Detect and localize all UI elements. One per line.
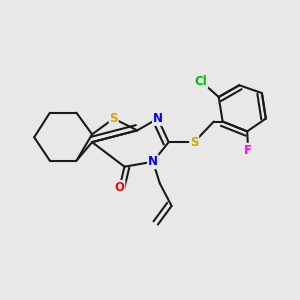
Text: N: N xyxy=(148,155,158,168)
Text: Cl: Cl xyxy=(195,75,207,88)
Text: O: O xyxy=(115,181,124,194)
Text: F: F xyxy=(244,143,252,157)
Text: N: N xyxy=(153,112,163,125)
Text: S: S xyxy=(190,136,198,148)
Text: S: S xyxy=(110,112,118,125)
